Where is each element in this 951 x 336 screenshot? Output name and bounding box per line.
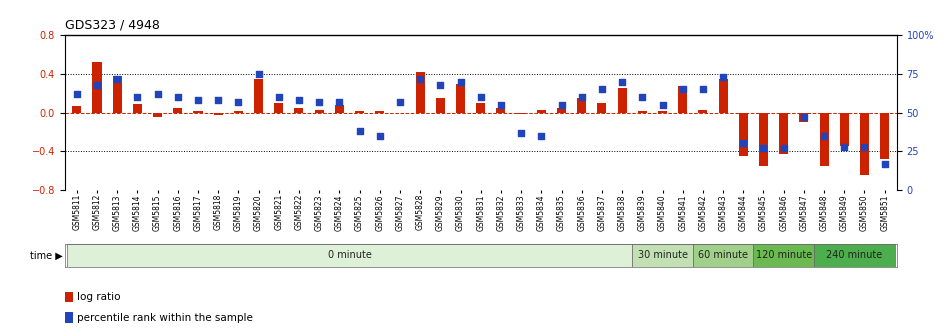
- Point: [251, 71, 266, 77]
- Bar: [617, 88, 627, 113]
- Bar: [840, 113, 849, 146]
- Text: 0 minute: 0 minute: [327, 250, 372, 260]
- Bar: [355, 111, 364, 113]
- Point: [150, 91, 165, 97]
- Point: [494, 102, 509, 108]
- Text: time ▶: time ▶: [30, 250, 63, 260]
- Text: 60 minute: 60 minute: [698, 250, 748, 260]
- Bar: [658, 111, 667, 113]
- Bar: [516, 113, 526, 115]
- Point: [453, 79, 468, 84]
- Bar: [638, 111, 647, 113]
- Point: [817, 133, 832, 138]
- Bar: [698, 110, 708, 113]
- Bar: [759, 113, 768, 166]
- Point: [514, 130, 529, 135]
- Point: [210, 97, 225, 103]
- Bar: [153, 113, 162, 117]
- Point: [231, 99, 246, 104]
- Bar: [72, 106, 82, 113]
- Point: [352, 128, 367, 134]
- Bar: [719, 79, 728, 113]
- Bar: [577, 98, 586, 113]
- Bar: [234, 111, 243, 113]
- Text: 30 minute: 30 minute: [637, 250, 688, 260]
- Bar: [214, 113, 223, 116]
- Bar: [476, 103, 485, 113]
- Bar: [112, 76, 122, 113]
- Point: [89, 82, 105, 87]
- Point: [372, 133, 387, 138]
- Point: [675, 87, 690, 92]
- Bar: [315, 110, 323, 113]
- Bar: [456, 84, 465, 113]
- Point: [534, 133, 549, 138]
- Point: [634, 94, 650, 100]
- Point: [877, 161, 892, 166]
- Bar: [67, 244, 632, 267]
- Bar: [597, 103, 607, 113]
- Bar: [193, 111, 203, 113]
- Bar: [436, 98, 445, 113]
- Text: log ratio: log ratio: [77, 292, 121, 302]
- Bar: [632, 244, 692, 267]
- Point: [332, 99, 347, 104]
- Point: [271, 94, 286, 100]
- Bar: [800, 113, 808, 122]
- Point: [857, 144, 872, 149]
- Point: [736, 141, 751, 146]
- Bar: [92, 62, 102, 113]
- Bar: [295, 108, 303, 113]
- Bar: [678, 86, 688, 113]
- Point: [393, 99, 408, 104]
- Point: [574, 94, 590, 100]
- Bar: [814, 244, 895, 267]
- Bar: [254, 79, 263, 113]
- Bar: [173, 108, 183, 113]
- Bar: [335, 105, 344, 113]
- Bar: [880, 113, 889, 159]
- Point: [837, 144, 852, 149]
- Bar: [536, 110, 546, 113]
- Point: [109, 76, 125, 81]
- Bar: [133, 104, 142, 113]
- Point: [312, 99, 327, 104]
- Point: [776, 145, 791, 151]
- Point: [413, 76, 428, 81]
- Point: [129, 94, 145, 100]
- Point: [190, 97, 205, 103]
- Bar: [376, 111, 384, 113]
- Point: [594, 87, 610, 92]
- Bar: [496, 108, 506, 113]
- Point: [170, 94, 185, 100]
- Bar: [753, 244, 814, 267]
- Text: percentile rank within the sample: percentile rank within the sample: [77, 312, 253, 323]
- Point: [796, 115, 811, 120]
- Point: [433, 82, 448, 87]
- Point: [614, 79, 630, 84]
- Bar: [860, 113, 869, 175]
- Bar: [779, 113, 788, 154]
- Text: 120 minute: 120 minute: [755, 250, 812, 260]
- Bar: [274, 103, 283, 113]
- Bar: [416, 72, 425, 113]
- Point: [473, 94, 489, 100]
- Bar: [557, 108, 566, 113]
- Bar: [739, 113, 747, 156]
- Bar: [692, 244, 753, 267]
- Point: [695, 87, 710, 92]
- Point: [715, 74, 730, 80]
- Point: [291, 97, 306, 103]
- Point: [69, 91, 85, 97]
- Bar: [820, 113, 828, 166]
- Point: [553, 102, 569, 108]
- Text: 240 minute: 240 minute: [826, 250, 883, 260]
- Text: GDS323 / 4948: GDS323 / 4948: [65, 19, 160, 32]
- Point: [655, 102, 670, 108]
- Point: [756, 145, 771, 151]
